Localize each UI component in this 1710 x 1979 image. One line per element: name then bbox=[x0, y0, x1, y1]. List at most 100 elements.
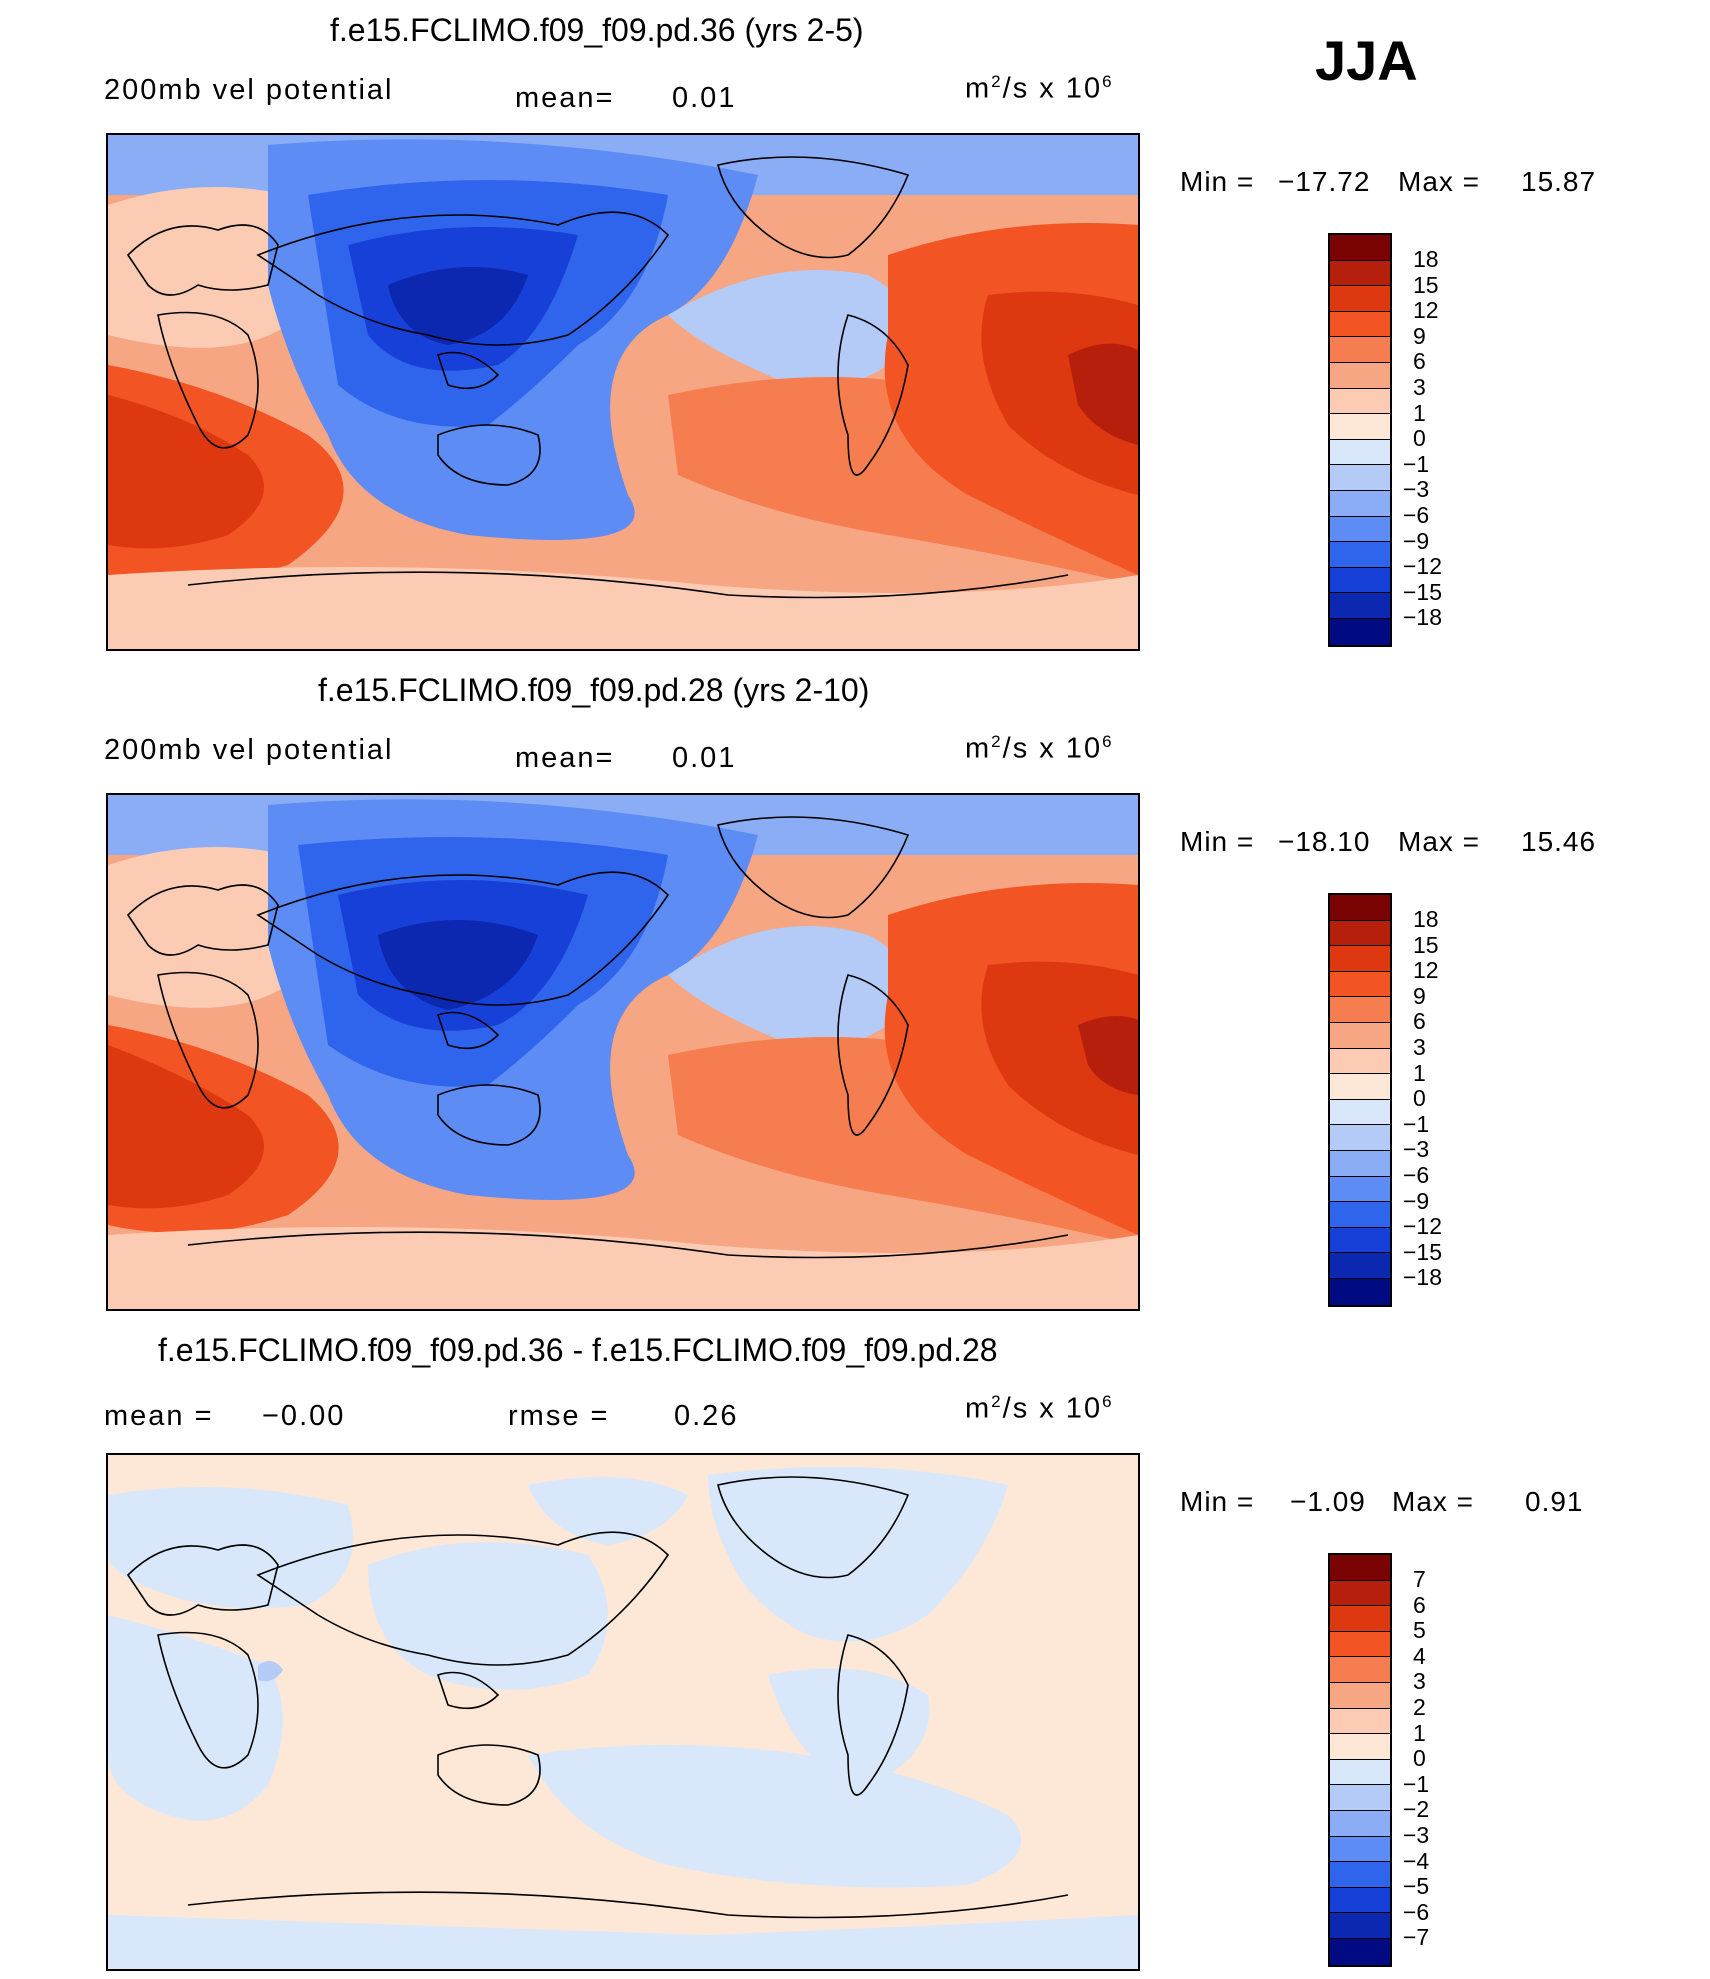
colorbar-level: 15 bbox=[1413, 932, 1439, 958]
colorbar-level: −15 bbox=[1403, 579, 1443, 605]
colorbar-level: 18 bbox=[1413, 906, 1439, 932]
colorbar-level: 4 bbox=[1413, 1643, 1426, 1669]
colorbar-swatch bbox=[1330, 414, 1390, 440]
colorbar-level: −2 bbox=[1403, 1796, 1430, 1822]
colorbar-swatch bbox=[1330, 235, 1390, 261]
colorbar-swatch bbox=[1330, 516, 1390, 543]
colorbar-level: 7 bbox=[1413, 1566, 1426, 1592]
colorbar-swatch bbox=[1330, 1074, 1390, 1100]
panel-2-map bbox=[106, 793, 1140, 1311]
colorbar-swatch bbox=[1330, 1862, 1390, 1888]
panel-1-max-label: Max = bbox=[1398, 166, 1481, 197]
panel-2-variable-label: 200mb vel potential bbox=[104, 734, 394, 766]
colorbar-swatch bbox=[1330, 260, 1390, 287]
colorbar-swatch bbox=[1330, 1785, 1390, 1811]
colorbar-swatch bbox=[1330, 337, 1390, 363]
colorbar-swatch bbox=[1330, 1631, 1390, 1658]
panel-2-min-label: Min = bbox=[1180, 826, 1255, 857]
colorbar-swatch bbox=[1330, 1682, 1390, 1709]
panel-2-min-value: −18.10 bbox=[1278, 826, 1371, 857]
colorbar-swatch bbox=[1330, 946, 1390, 972]
colorbar-swatch bbox=[1330, 311, 1390, 338]
coastlines bbox=[126, 156, 1069, 599]
panel-3-colorbar bbox=[1328, 1553, 1392, 1967]
colorbar-level: 3 bbox=[1413, 1034, 1426, 1060]
colorbar-level: 3 bbox=[1413, 1668, 1426, 1694]
colorbar-level: −6 bbox=[1403, 1899, 1430, 1925]
colorbar-level: −1 bbox=[1403, 451, 1430, 477]
colorbar-level: −9 bbox=[1403, 528, 1430, 554]
panel-1-mean-label: mean= bbox=[515, 82, 615, 114]
colorbar-level: −3 bbox=[1403, 1822, 1430, 1848]
panel-2-mean-label: mean= bbox=[515, 742, 615, 774]
colorbar-swatch bbox=[1330, 1606, 1390, 1632]
panel-3-max-label: Max = bbox=[1392, 1486, 1475, 1517]
panel-1-colorbar bbox=[1328, 233, 1392, 647]
colorbar-swatch bbox=[1330, 465, 1390, 491]
colorbar-level: 6 bbox=[1413, 1592, 1426, 1618]
colorbar-level: −1 bbox=[1403, 1771, 1430, 1797]
colorbar-level: 1 bbox=[1413, 1060, 1426, 1086]
colorbar-level: 0 bbox=[1413, 1745, 1426, 1771]
panel-3-min-value: −1.09 bbox=[1290, 1486, 1366, 1517]
colorbar-swatch bbox=[1330, 1278, 1390, 1305]
colorbar-level: 12 bbox=[1413, 957, 1439, 983]
panel-3-min-label: Min = bbox=[1180, 1486, 1255, 1517]
colorbar-swatch bbox=[1330, 618, 1390, 645]
colorbar-swatch bbox=[1330, 1887, 1390, 1914]
panel-1-title: f.e15.FCLIMO.f09_f09.pd.36 (yrs 2-5) bbox=[330, 12, 864, 48]
coastlines bbox=[126, 816, 1069, 1259]
season-label: JJA bbox=[1315, 29, 1418, 92]
colorbar-level: 12 bbox=[1413, 297, 1439, 323]
colorbar-swatch bbox=[1330, 1176, 1390, 1203]
colorbar-level: 6 bbox=[1413, 348, 1426, 374]
colorbar-level: 1 bbox=[1413, 400, 1426, 426]
panel-2-field bbox=[108, 795, 1138, 1309]
panel-2-max-label: Max = bbox=[1398, 826, 1481, 857]
colorbar-swatch bbox=[1330, 439, 1390, 466]
colorbar-swatch bbox=[1330, 1227, 1390, 1254]
colorbar-level: 1 bbox=[1413, 1720, 1426, 1746]
colorbar-swatch bbox=[1330, 1150, 1390, 1177]
colorbar-level: −9 bbox=[1403, 1188, 1430, 1214]
colorbar-level: 15 bbox=[1413, 272, 1439, 298]
colorbar-swatch bbox=[1330, 593, 1390, 619]
colorbar-level: 3 bbox=[1413, 374, 1426, 400]
colorbar-swatch bbox=[1330, 1022, 1390, 1049]
colorbar-level: −7 bbox=[1403, 1924, 1430, 1950]
colorbar-level: 0 bbox=[1413, 425, 1426, 451]
panel-2-title: f.e15.FCLIMO.f09_f09.pd.28 (yrs 2-10) bbox=[318, 672, 870, 708]
colorbar-swatch bbox=[1330, 1125, 1390, 1151]
colorbar-level: −6 bbox=[1403, 1162, 1430, 1188]
colorbar-swatch bbox=[1330, 1836, 1390, 1863]
colorbar-swatch bbox=[1330, 1202, 1390, 1228]
colorbar-level: −3 bbox=[1403, 476, 1430, 502]
colorbar-level: −15 bbox=[1403, 1239, 1443, 1265]
colorbar-level: 6 bbox=[1413, 1008, 1426, 1034]
colorbar-level: 9 bbox=[1413, 323, 1426, 349]
colorbar-level: 2 bbox=[1413, 1694, 1426, 1720]
panel-3-rmse-value: 0.26 bbox=[674, 1400, 739, 1432]
panel-3-map bbox=[106, 1453, 1140, 1971]
colorbar-swatch bbox=[1330, 1048, 1390, 1075]
colorbar-swatch bbox=[1330, 542, 1390, 568]
colorbar-swatch bbox=[1330, 567, 1390, 594]
colorbar-swatch bbox=[1330, 1099, 1390, 1126]
colorbar-swatch bbox=[1330, 1734, 1390, 1760]
panel-1-units: m2/s x 106 bbox=[965, 72, 1114, 105]
panel-3-mean-label: mean = bbox=[104, 1400, 214, 1432]
panel-1-map bbox=[106, 133, 1140, 651]
panel-1-max-value: 15.87 bbox=[1521, 166, 1597, 197]
colorbar-swatch bbox=[1330, 1555, 1390, 1581]
colorbar-level: 5 bbox=[1413, 1617, 1426, 1643]
colorbar-level: −4 bbox=[1403, 1848, 1430, 1874]
colorbar-level: −1 bbox=[1403, 1111, 1430, 1137]
colorbar-swatch bbox=[1330, 1580, 1390, 1607]
colorbar-swatch bbox=[1330, 920, 1390, 947]
colorbar-swatch bbox=[1330, 1913, 1390, 1939]
colorbar-level: −6 bbox=[1403, 502, 1430, 528]
colorbar-level: −12 bbox=[1403, 1213, 1443, 1239]
colorbar-swatch bbox=[1330, 895, 1390, 921]
coastlines bbox=[126, 1476, 1069, 1919]
colorbar-swatch bbox=[1330, 1810, 1390, 1837]
